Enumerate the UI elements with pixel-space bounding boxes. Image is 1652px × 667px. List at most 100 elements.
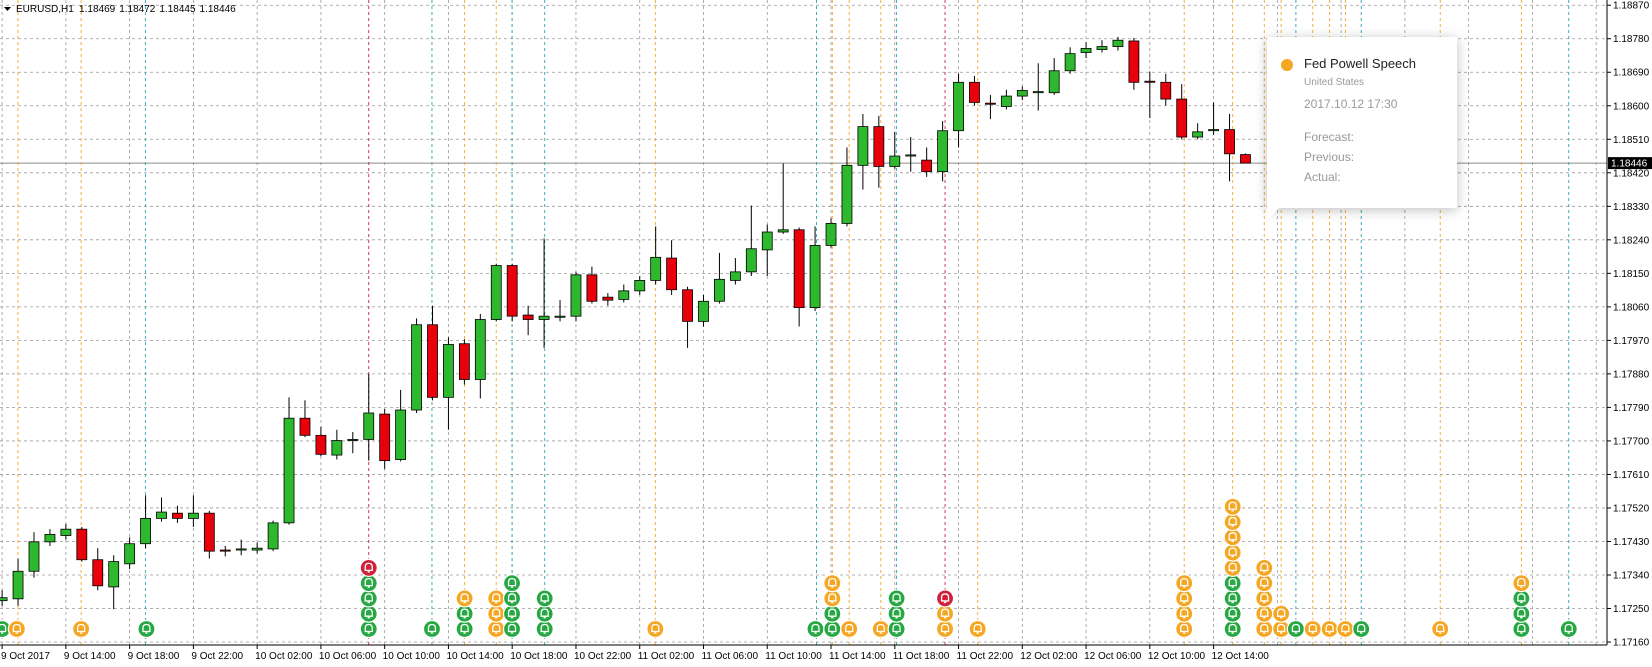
candle-body [235, 548, 247, 551]
event-bell[interactable] [487, 589, 506, 608]
bell-icon [540, 593, 549, 604]
event-bell[interactable] [935, 589, 955, 608]
bell-circle [968, 619, 987, 639]
event-bell[interactable] [455, 619, 474, 639]
bell-circle [1255, 604, 1274, 623]
bell-icon [892, 608, 901, 619]
event-bell[interactable] [823, 619, 842, 639]
bell-circle [1175, 574, 1194, 593]
event-bell[interactable] [1223, 512, 1242, 532]
candle-body [698, 300, 709, 322]
event-bell[interactable] [968, 619, 987, 639]
event-bell[interactable] [887, 619, 906, 639]
event-bell[interactable] [871, 619, 890, 639]
event-bell[interactable] [1223, 604, 1242, 623]
event-bell[interactable] [502, 574, 522, 593]
bell-circle [72, 619, 91, 639]
x-tick-label: 12 Oct 02:00 [1020, 651, 1078, 662]
bell-circle [1223, 497, 1242, 516]
event-bell[interactable] [455, 604, 474, 623]
event-bell[interactable] [1272, 604, 1291, 623]
event-bell[interactable] [1175, 619, 1194, 639]
event-bell[interactable] [1255, 589, 1274, 608]
event-bell[interactable] [359, 574, 378, 593]
event-bell[interactable] [1512, 604, 1531, 623]
y-tick-label: 1.18510 [1613, 135, 1650, 146]
event-bell[interactable] [0, 619, 12, 639]
event-bell[interactable] [1255, 574, 1274, 593]
event-bell[interactable] [1223, 558, 1242, 577]
event-bell[interactable] [646, 619, 665, 639]
event-bell[interactable] [1175, 589, 1194, 608]
bell-circle [823, 619, 842, 639]
event-bell[interactable] [422, 619, 442, 639]
event-bell[interactable] [487, 604, 506, 623]
event-bell[interactable] [1255, 558, 1274, 577]
event-bell[interactable] [1175, 574, 1194, 593]
event-bell[interactable] [1223, 589, 1242, 608]
event-bell[interactable] [1223, 574, 1242, 593]
event-bell[interactable] [7, 619, 26, 639]
event-bell[interactable] [1223, 619, 1242, 639]
event-bell[interactable] [502, 619, 522, 639]
event-bell[interactable] [1320, 619, 1339, 639]
event-bell[interactable] [137, 619, 156, 639]
event-bell[interactable] [455, 589, 474, 608]
y-tick-label: 1.17160 [1613, 638, 1650, 649]
event-bell[interactable] [535, 604, 554, 623]
menu-triangle[interactable] [4, 7, 11, 11]
bell-circle [1223, 574, 1242, 593]
event-bell[interactable] [935, 619, 955, 639]
bell-icon [1564, 623, 1573, 634]
event-bell[interactable] [1352, 619, 1371, 639]
event-bell[interactable] [502, 604, 522, 623]
importance-dot [1281, 59, 1293, 71]
event-bell[interactable] [1431, 619, 1450, 639]
event-bell[interactable] [1223, 528, 1242, 547]
event-bell[interactable] [359, 558, 378, 577]
event-bell[interactable] [1336, 619, 1355, 639]
bell-icon [364, 562, 373, 573]
event-bell[interactable] [1175, 604, 1194, 623]
x-tick-label: 10 Oct 22:00 [574, 651, 632, 662]
event-bell[interactable] [1512, 619, 1531, 639]
event-bell[interactable] [1559, 619, 1578, 639]
event-bell[interactable] [806, 619, 825, 639]
x-tick-label: 10 Oct 10:00 [383, 651, 441, 662]
event-bell[interactable] [359, 619, 378, 639]
event-bell[interactable] [935, 604, 955, 623]
event-bell[interactable] [1512, 574, 1531, 593]
event-bell[interactable] [72, 619, 91, 639]
event-bell[interactable] [1286, 619, 1305, 639]
event-bell[interactable] [1255, 619, 1274, 639]
event-bell[interactable] [1255, 604, 1274, 623]
bell-circle [1223, 528, 1242, 547]
bell-circle [359, 558, 378, 577]
event-bell[interactable] [535, 619, 554, 639]
event-bell[interactable] [823, 574, 842, 593]
bell-circle [871, 619, 890, 639]
event-bell[interactable] [1303, 619, 1322, 639]
event-bell[interactable] [359, 589, 378, 608]
event-bell[interactable] [1223, 543, 1242, 562]
bell-circle [502, 574, 522, 593]
candle-body [1080, 48, 1092, 53]
event-bell[interactable] [502, 589, 522, 608]
candle-body [28, 541, 40, 572]
event-bell[interactable] [535, 589, 554, 608]
event-bell[interactable] [887, 589, 906, 608]
event-bell[interactable] [823, 589, 842, 608]
event-bell[interactable] [487, 619, 506, 639]
bell-icon [1357, 623, 1366, 634]
event-bell[interactable] [359, 604, 378, 623]
candle-body [937, 130, 948, 173]
bell-circle [887, 619, 906, 639]
event-bell[interactable] [887, 604, 906, 623]
bell-icon [892, 623, 901, 634]
event-bell[interactable] [1512, 589, 1531, 608]
x-tick-label: 9 Oct 22:00 [191, 651, 243, 662]
event-bell[interactable] [840, 619, 859, 639]
event-bell[interactable] [1223, 497, 1242, 516]
candle-body [172, 512, 183, 519]
event-bell[interactable] [823, 604, 842, 623]
